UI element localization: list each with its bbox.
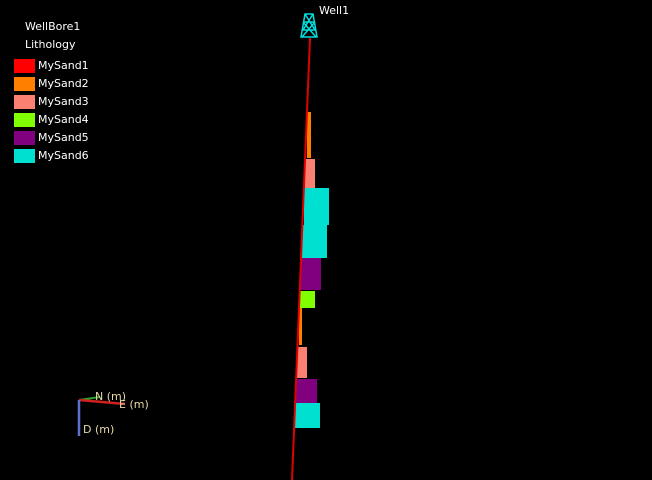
east-axis bbox=[78, 398, 126, 406]
legend-label: MySand4 bbox=[38, 113, 89, 126]
legend-swatch bbox=[14, 113, 35, 127]
legend-label: MySand3 bbox=[38, 95, 89, 108]
axis-triad: N (m) E (m) D (m) bbox=[77, 390, 149, 436]
legend-title: WellBore1 bbox=[25, 20, 80, 33]
east-label: E (m) bbox=[119, 398, 149, 411]
legend-swatch bbox=[14, 149, 35, 163]
lithology-interval bbox=[302, 225, 327, 258]
derrick-icon bbox=[300, 13, 318, 38]
well-path bbox=[291, 37, 311, 480]
legend-swatch bbox=[14, 59, 35, 73]
lithology-interval bbox=[304, 188, 329, 225]
lithology-interval bbox=[300, 258, 321, 290]
legend-label: MySand6 bbox=[38, 149, 89, 162]
legend-label: MySand5 bbox=[38, 131, 89, 144]
lithology-intervals bbox=[295, 112, 329, 428]
lithology-interval bbox=[296, 379, 317, 403]
north-label: N (m) bbox=[95, 390, 126, 403]
legend-label: MySand2 bbox=[38, 77, 89, 90]
down-label: D (m) bbox=[83, 423, 114, 436]
legend-swatch bbox=[14, 95, 35, 109]
well-name: Well1 bbox=[319, 4, 349, 17]
derrick-bracing bbox=[301, 13, 317, 38]
legend: MySand1 MySand2 MySand3 MySand4 MySand5 MySan… bbox=[14, 59, 89, 163]
lithology-interval bbox=[305, 159, 315, 188]
lithology-interval bbox=[299, 308, 302, 345]
lithology-interval bbox=[300, 291, 315, 308]
legend-subtitle: Lithology bbox=[25, 38, 76, 51]
lithology-interval bbox=[297, 347, 307, 378]
lithology-interval bbox=[307, 112, 311, 158]
lithology-interval bbox=[295, 403, 320, 428]
legend-label: MySand1 bbox=[38, 59, 89, 72]
legend-swatch bbox=[14, 131, 35, 145]
legend-swatch bbox=[14, 77, 35, 91]
